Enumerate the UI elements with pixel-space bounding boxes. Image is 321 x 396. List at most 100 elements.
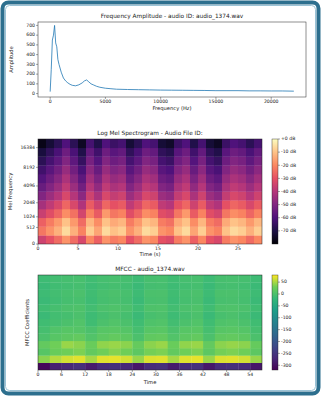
heatmap-cell xyxy=(250,275,262,283)
heatmap-cell xyxy=(62,275,74,283)
heatmap-cell xyxy=(102,209,110,218)
heatmap-cell xyxy=(250,282,262,290)
heatmap-cell xyxy=(142,148,150,157)
heatmap-cell xyxy=(54,227,62,236)
heatmap-cell xyxy=(121,290,133,298)
heatmap-cell xyxy=(121,326,133,334)
heatmap-cell xyxy=(94,165,102,174)
y-tick xyxy=(36,35,38,36)
y-tick-label: 512 xyxy=(26,225,35,230)
heatmap-cell xyxy=(110,157,118,166)
heatmap-cell xyxy=(206,227,214,236)
heatmap-cell xyxy=(182,192,190,201)
heatmap-cell xyxy=(198,218,206,227)
heatmap-cell xyxy=(70,174,78,183)
heatmap-cell xyxy=(227,326,239,334)
heatmap-cell xyxy=(190,235,198,244)
heatmap-cell xyxy=(62,139,70,148)
heatmap-cell xyxy=(38,148,46,157)
y-tick-label: 0 xyxy=(32,241,35,246)
heatmap-cell xyxy=(238,326,250,334)
heatmap-cell xyxy=(85,297,97,305)
heatmap-cell xyxy=(142,183,150,192)
heatmap-cell xyxy=(78,139,86,148)
heatmap-cell xyxy=(203,333,215,341)
heatmap-cell xyxy=(86,157,94,166)
heatmap-cell xyxy=(230,235,238,244)
heatmap-cell xyxy=(215,304,227,312)
heatmap-cell xyxy=(203,355,215,363)
heatmap-cell xyxy=(156,348,168,356)
heatmap-cell xyxy=(109,355,121,363)
heatmap-cell xyxy=(222,235,230,244)
heatmap-cell xyxy=(246,148,254,157)
heatmap-cell xyxy=(97,326,109,334)
heatmap-cell xyxy=(144,297,156,305)
heatmap-cell xyxy=(50,290,62,298)
heatmap-cell xyxy=(250,297,262,305)
heatmap-cell xyxy=(97,355,109,363)
heatmap-cell xyxy=(85,282,97,290)
heatmap-cell xyxy=(174,209,182,218)
heatmap-cell xyxy=(174,148,182,157)
heatmap-cell xyxy=(86,174,94,183)
heatmap-cell xyxy=(62,227,70,236)
colorbar-tick-label: -30 dB xyxy=(281,176,296,181)
heatmap-cell xyxy=(102,139,110,148)
heatmap-cell xyxy=(50,312,62,320)
heatmap-cell xyxy=(102,174,110,183)
heatmap-cell xyxy=(121,319,133,327)
heatmap-cell xyxy=(191,297,203,305)
heatmap-cell xyxy=(70,200,78,209)
heatmap-cell xyxy=(142,165,150,174)
heatmap-cell xyxy=(54,218,62,227)
colorbar-tick xyxy=(278,230,280,231)
heatmap-cell xyxy=(174,183,182,192)
heatmap-cell xyxy=(132,304,144,312)
heatmap-cell xyxy=(109,312,121,320)
heatmap-cell xyxy=(206,235,214,244)
heatmap-cell xyxy=(174,218,182,227)
heatmap-cell xyxy=(62,290,74,298)
heatmap-cell xyxy=(118,139,126,148)
heatmap-cell xyxy=(62,218,70,227)
heatmap-cell xyxy=(206,218,214,227)
heatmap-cell xyxy=(126,200,134,209)
heatmap-cell xyxy=(198,192,206,201)
heatmap-cell xyxy=(182,235,190,244)
heatmap-cell xyxy=(38,333,50,341)
heatmap-cell xyxy=(97,363,109,370)
y-tick-label: 600 xyxy=(26,32,35,37)
heatmap-cell xyxy=(215,333,227,341)
heatmap-cell xyxy=(97,297,109,305)
heatmap-cell xyxy=(254,235,262,244)
heatmap-cell xyxy=(191,341,203,349)
heatmap-cell xyxy=(227,341,239,349)
heatmap-cell xyxy=(144,275,156,283)
heatmap-cell xyxy=(203,304,215,312)
heatmap-cell xyxy=(206,148,214,157)
heatmap-cell xyxy=(134,148,142,157)
heatmap-cell xyxy=(121,304,133,312)
plot-frame xyxy=(38,275,262,370)
heatmap-cell xyxy=(156,275,168,283)
heatmap-cell xyxy=(190,209,198,218)
heatmap-cell xyxy=(118,200,126,209)
x-axis-label: Frequency (Hz) xyxy=(152,105,191,112)
heatmap-cell xyxy=(166,200,174,209)
x-axis-label: Time (s) xyxy=(138,251,160,257)
heatmap-cell xyxy=(134,200,142,209)
y-tick-label: 0 xyxy=(32,91,35,96)
heatmap-cell xyxy=(215,312,227,320)
heatmap-cell xyxy=(94,139,102,148)
plot-area xyxy=(38,139,262,244)
heatmap-cell xyxy=(109,290,121,298)
heatmap-cell xyxy=(73,326,85,334)
y-tick xyxy=(36,64,38,65)
heatmap-cell xyxy=(94,148,102,157)
heatmap-cell xyxy=(227,333,239,341)
heatmap-cell xyxy=(144,319,156,327)
heatmap-cell xyxy=(121,355,133,363)
heatmap-cell xyxy=(38,235,46,244)
x-tick-label: 5000 xyxy=(100,99,112,104)
